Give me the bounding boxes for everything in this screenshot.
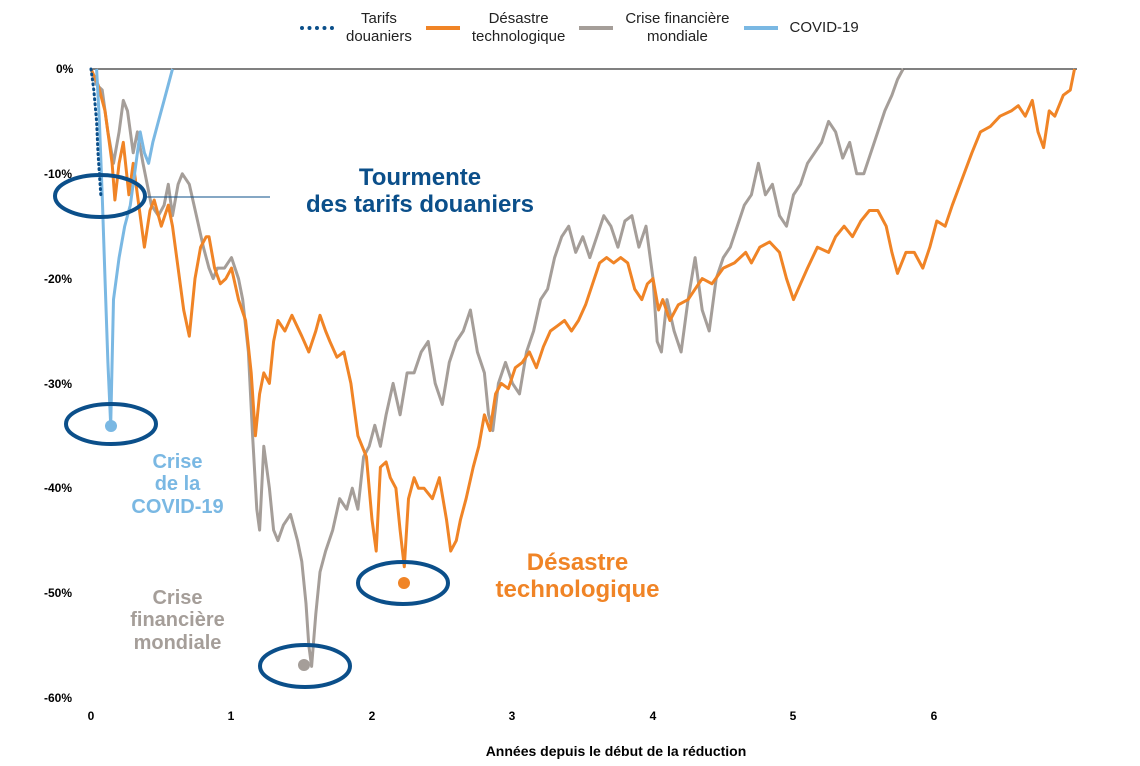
legend-item-covid: COVID-19: [743, 19, 859, 37]
x-tick-label: 0: [87, 709, 95, 723]
gfc-circle-marker: [258, 643, 352, 689]
series-line-crise-financi-re-mondiale: [89, 68, 905, 668]
y-tick-label: -20%: [44, 272, 73, 286]
legend-item-tech: Désastre technologique: [425, 10, 566, 46]
tech-annotation: Désastre technologique: [480, 549, 675, 604]
legend-item-tarifs: Tarifs douaniers: [300, 10, 412, 46]
series-line-d-sastre-technologique: [89, 68, 1076, 569]
x-tick-label: 1: [227, 709, 235, 723]
annotation-line: de la: [154, 473, 201, 496]
series-line-tarifs-douaniers: [89, 67, 103, 197]
legend-label: mondiale: [646, 28, 708, 45]
legend-label: Crise financière: [625, 10, 730, 27]
x-axis-title: Années depuis le début de la réduction: [485, 743, 747, 759]
annotation-line: Désastre: [526, 549, 629, 576]
dotted-line-swatch-icon: [300, 26, 334, 30]
series-line-covid-19: [95, 68, 174, 427]
y-tick-label: -50%: [44, 586, 73, 600]
y-tick-label: -30%: [44, 377, 73, 391]
x-tick-label: 5: [789, 709, 797, 723]
orange-line-swatch-icon: [425, 26, 460, 30]
chart-legend: Tarifs douaniers Désastre technologique Cr…: [300, 6, 873, 50]
annotation-line: Tourmente: [358, 164, 482, 191]
legend-label: douaniers: [346, 28, 412, 45]
x-tick-label: 6: [930, 709, 938, 723]
gfc-trough-dot: [298, 659, 310, 671]
covid-annotation: Crise de la COVID-19: [115, 451, 240, 518]
y-tick-label: -60%: [44, 691, 73, 705]
annotation-line: mondiale: [133, 631, 222, 654]
legend-label: Désastre: [488, 10, 549, 27]
gray-line-swatch-icon: [579, 26, 614, 30]
tarifs-annotation: Tourmente des tarifs douaniers: [290, 164, 550, 219]
series-layer: [89, 67, 1076, 668]
annotation-line: technologique: [495, 575, 660, 603]
tech-trough-dot: [398, 577, 410, 589]
blue-line-swatch-icon: [743, 26, 778, 30]
x-tick-label: 2: [368, 709, 376, 723]
covid-circle-marker: [64, 402, 158, 446]
annotation-line: COVID-19: [131, 495, 224, 518]
x-tick-label: 3: [508, 709, 516, 723]
y-tick-label: -40%: [44, 481, 73, 495]
gfc-annotation: Crise financière mondiale: [130, 587, 225, 654]
legend-label: technologique: [471, 28, 566, 45]
y-tick-label: -10%: [44, 167, 73, 181]
annotation-line: Crise: [152, 587, 203, 609]
annotation-line: des tarifs douaniers: [305, 190, 535, 218]
annotation-line: financière: [130, 609, 225, 632]
legend-label: Tarifs: [361, 10, 397, 27]
legend-label: COVID-19: [789, 19, 859, 36]
x-tick-label: 4: [649, 709, 657, 723]
legend-item-gfc: Crise financière mondiale: [579, 10, 730, 46]
tech-circle-marker: [356, 560, 450, 606]
y-tick-label: 0%: [56, 62, 74, 76]
annotation-line: Crise: [152, 451, 203, 473]
covid-trough-dot: [105, 420, 117, 432]
tarifs-circle-marker: [53, 173, 147, 219]
